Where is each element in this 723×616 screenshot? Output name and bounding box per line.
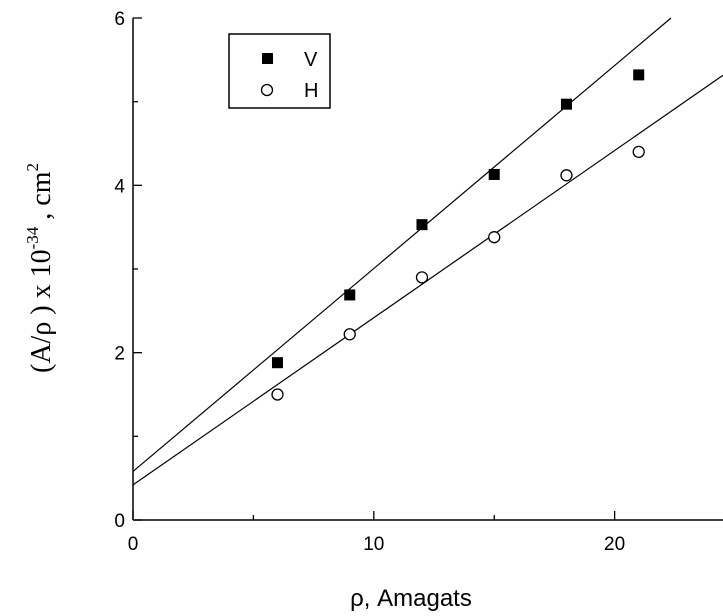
y-tick-label: 6 — [114, 9, 125, 30]
x-tick-label: 0 — [128, 534, 139, 555]
x-tick-label: 10 — [363, 534, 384, 555]
data-point-v — [488, 168, 500, 180]
data-point-v — [633, 69, 645, 81]
y-tick-label: 0 — [114, 511, 125, 532]
svg-text:(A/ρ ) x 10-34 , cm2: (A/ρ ) x 10-34 , cm2 — [23, 163, 57, 373]
data-point-v — [416, 219, 428, 231]
data-point-v — [344, 289, 356, 301]
data-point-h — [560, 169, 573, 182]
data-point-h — [632, 145, 645, 159]
y-axis-label-exponent: -34 — [23, 226, 42, 249]
legend-box — [228, 33, 331, 109]
legend-marker-h — [260, 83, 274, 97]
data-point-h — [488, 231, 501, 244]
x-axis-label: ρ, Amagats — [350, 585, 472, 612]
x-tick-label: 20 — [604, 534, 625, 555]
data-point-v — [560, 98, 572, 110]
data-points — [271, 69, 645, 401]
data-point-h — [415, 271, 429, 284]
fit-line-h — [132, 74, 723, 486]
y-axis-label-main: (A/ρ ) x 10 — [26, 249, 57, 373]
legend-label-h: H — [304, 80, 318, 102]
data-point-h — [343, 328, 356, 341]
data-point-v — [271, 357, 283, 369]
fit-line-v — [132, 17, 672, 472]
y-tick-label: 2 — [114, 344, 125, 365]
y-axis-label-unit-exponent: 2 — [23, 163, 42, 172]
data-point-h — [271, 388, 284, 401]
y-axis-label: (A/ρ ) x 10-34 , cm2 — [23, 163, 57, 373]
legend-marker-v — [262, 53, 273, 64]
y-tick-label: 4 — [114, 176, 125, 197]
legend: V H — [228, 33, 331, 109]
legend-label-v: V — [304, 49, 318, 71]
axes: 0 2 4 6 0 10 20 — [114, 9, 723, 555]
fit-lines — [132, 17, 723, 486]
y-axis-label-unit: , cm — [26, 171, 57, 226]
